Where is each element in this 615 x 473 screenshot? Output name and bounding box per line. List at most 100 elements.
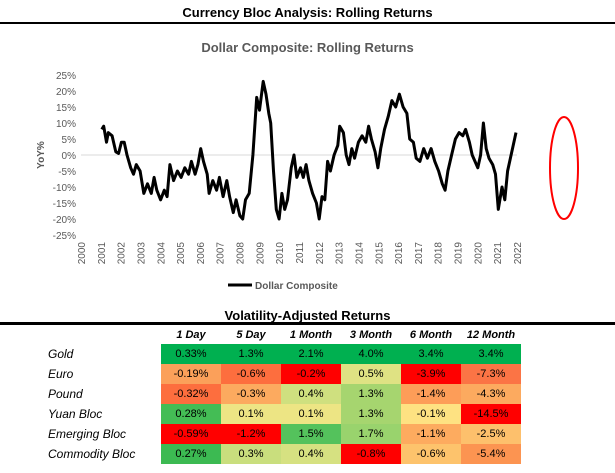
y-tick-label: -20% xyxy=(53,215,76,226)
row-label: Yuan Bloc xyxy=(48,407,103,421)
y-tick-label: -10% xyxy=(53,183,76,194)
table-cell: -1.1% xyxy=(401,424,461,444)
divider xyxy=(0,22,615,24)
x-tick-label: 2021 xyxy=(493,242,504,265)
table-cell: 0.33% xyxy=(161,344,221,364)
y-tick-label: 5% xyxy=(62,135,77,146)
x-tick-label: 2004 xyxy=(156,242,167,265)
table-cell: -4.3% xyxy=(461,384,521,404)
table-cell: -0.32% xyxy=(161,384,221,404)
table-cell: 2.1% xyxy=(281,344,341,364)
y-tick-label: -5% xyxy=(58,167,76,178)
table-cell: -0.2% xyxy=(281,364,341,384)
line-chart: 25% 20% 15% 10% 5% 0% -5% -10% -15% -20% -25%2000 2… xyxy=(36,71,579,292)
highlight-ellipse xyxy=(549,116,579,220)
x-tick-label: 2016 xyxy=(394,242,405,265)
y-tick-label: 0% xyxy=(62,151,77,162)
y-tick-label: -15% xyxy=(53,199,76,210)
column-header: 1 Day xyxy=(176,329,206,341)
table-cell: 0.28% xyxy=(161,404,221,424)
corner xyxy=(30,326,161,344)
table-cell: -0.6% xyxy=(221,364,281,384)
table-row: Yuan Bloc 0.28% 0.1% 0.1% 1.3% -0.1% -14.5% xyxy=(30,404,521,424)
table-cell: 4.0% xyxy=(341,344,401,364)
table-cell: 1.3% xyxy=(341,384,401,404)
table-cell: 1.7% xyxy=(341,424,401,444)
x-tick-label: 2011 xyxy=(295,242,306,264)
table-cell: -1.2% xyxy=(221,424,281,444)
row-label: Gold xyxy=(48,347,74,361)
table-row: Euro -0.19% -0.6% -0.2% 0.5% -3.9% -7.3% xyxy=(30,364,521,384)
table-title: Volatility-Adjusted Returns xyxy=(224,308,391,323)
x-tick-label: 2019 xyxy=(454,242,465,265)
y-tick-label: -25% xyxy=(53,231,76,242)
table-cell: 1.5% xyxy=(281,424,341,444)
table-cell: -5.4% xyxy=(461,444,521,464)
column-header: 12 Month xyxy=(466,329,516,341)
table-cell: 1.3% xyxy=(221,344,281,364)
x-tick-label: 2012 xyxy=(315,242,326,265)
table-cell: 0.3% xyxy=(221,444,281,464)
column-header: 3 Month xyxy=(349,329,393,341)
y-tick-label: 25% xyxy=(56,71,76,82)
table-cell: 1.3% xyxy=(341,404,401,424)
row-label: Euro xyxy=(48,367,74,381)
x-tick-label: 2007 xyxy=(216,242,227,265)
row-label: Commodity Bloc xyxy=(48,447,136,461)
x-tick-label: 2009 xyxy=(255,242,266,265)
table-cell: -2.5% xyxy=(461,424,521,444)
table-cell: 3.4% xyxy=(401,344,461,364)
y-tick-label: 10% xyxy=(56,119,76,130)
y-tick-label: 20% xyxy=(56,87,76,98)
x-tick-label: 2015 xyxy=(374,242,385,265)
x-tick-label: 2020 xyxy=(473,242,484,265)
table-cell: 0.4% xyxy=(281,384,341,404)
chart-title: Dollar Composite: Rolling Returns xyxy=(201,40,414,55)
header-row: 1 Day 5 Day 1 Month 3 Month 6 Month 12 Month xyxy=(30,326,521,344)
table-cell: 0.5% xyxy=(341,364,401,384)
table-cell: 0.1% xyxy=(221,404,281,424)
returns-table: 1 Day 5 Day 1 Month 3 Month 6 Month 12 Month G… xyxy=(30,326,521,464)
table-cell: -1.4% xyxy=(401,384,461,404)
table-cell: -0.3% xyxy=(221,384,281,404)
x-tick-label: 2006 xyxy=(196,242,207,265)
table-cell: 0.1% xyxy=(281,404,341,424)
table-cell: -0.8% xyxy=(341,444,401,464)
table-cell: 3.4% xyxy=(461,344,521,364)
divider xyxy=(0,322,615,325)
page-title: Currency Bloc Analysis: Rolling Returns xyxy=(182,5,433,20)
x-tick-label: 2003 xyxy=(136,242,147,265)
table-row: Commodity Bloc 0.27% 0.3% 0.4% -0.8% -0.6% -5.… xyxy=(30,444,521,464)
row-label: Emerging Bloc xyxy=(48,427,127,441)
x-tick-label: 2008 xyxy=(236,242,247,265)
table-cell: -0.59% xyxy=(161,424,221,444)
legend-label: Dollar Composite xyxy=(255,281,338,292)
x-tick-label: 2018 xyxy=(434,242,445,265)
x-tick-label: 2005 xyxy=(176,242,187,265)
table-cell: -14.5% xyxy=(461,404,521,424)
series-line-dollar-composite xyxy=(100,79,518,221)
x-tick-label: 2000 xyxy=(77,242,88,265)
x-tick-label: 2002 xyxy=(117,242,128,265)
table-row: Gold 0.33% 1.3% 2.1% 4.0% 3.4% 3.4% xyxy=(30,344,521,364)
column-header: 6 Month xyxy=(409,329,453,341)
column-header: 1 Month xyxy=(289,329,333,341)
x-tick-label: 2017 xyxy=(414,242,425,265)
table-cell: -0.6% xyxy=(401,444,461,464)
column-header: 5 Day xyxy=(236,329,266,341)
table-cell: -7.3% xyxy=(461,364,521,384)
x-tick-label: 2013 xyxy=(335,242,346,265)
table-cell: -3.9% xyxy=(401,364,461,384)
y-axis-label: YoY% xyxy=(36,141,47,169)
table-cell: -0.19% xyxy=(161,364,221,384)
x-tick-label: 2022 xyxy=(513,242,524,265)
y-tick-label: 15% xyxy=(56,103,76,114)
x-tick-label: 2010 xyxy=(275,242,286,265)
row-label: Pound xyxy=(48,387,83,401)
x-tick-label: 2014 xyxy=(354,242,365,265)
table-cell: -0.1% xyxy=(401,404,461,424)
x-tick-label: 2001 xyxy=(97,242,108,265)
table-cell: 0.27% xyxy=(161,444,221,464)
table-row: Pound -0.32% -0.3% 0.4% 1.3% -1.4% -4.3% xyxy=(30,384,521,404)
